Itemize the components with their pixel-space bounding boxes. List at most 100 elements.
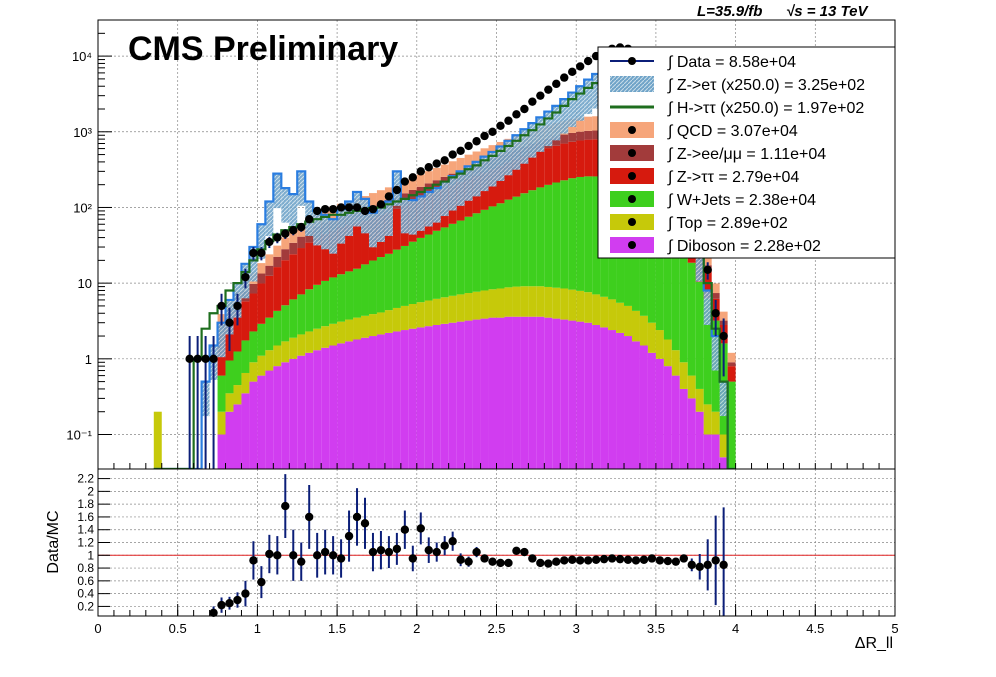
stack-bar-wjets: [432, 230, 441, 299]
ratio-point: [512, 546, 521, 556]
stack-bar-z: [552, 145, 561, 183]
ze-tau-hatch-bar: [361, 198, 369, 234]
main-y-tick-label: 1: [85, 352, 92, 367]
data-point: [376, 200, 386, 209]
stack-bar-diboson: [257, 375, 266, 469]
stack-bar-diboson: [297, 355, 306, 469]
stack-bar-top: [671, 350, 680, 376]
data-point: [719, 331, 728, 341]
ze-tau-hatch-bar: [512, 135, 521, 170]
stack-bar-wjets: [687, 262, 696, 376]
stack-bar-z: [265, 275, 274, 318]
x-tick-label: 4.5: [806, 621, 824, 636]
stack-bar-z: [536, 150, 545, 188]
ratio-point: [607, 554, 617, 563]
stack-bar-diboson: [584, 322, 593, 469]
ratio-point: [297, 557, 306, 566]
ze-tau-hatch-bar: [496, 146, 505, 181]
ratio-point: [703, 560, 712, 570]
legend-entry-label: ∫ QCD = 3.07e+04: [667, 123, 798, 140]
data-point: [480, 131, 489, 141]
legend-swatch-marker: [628, 218, 636, 226]
ze-tau-hatch-bar: [584, 79, 593, 115]
ratio-point: [360, 519, 370, 528]
ratio-point: [583, 556, 593, 565]
main-y-tick-label: 10⁻¹: [66, 427, 92, 442]
stack-bar-top: [233, 385, 242, 405]
stack-bar-wjets: [520, 193, 529, 287]
data-point: [488, 127, 497, 136]
lumi-label: L=35.9/fb: [697, 3, 762, 20]
stack-bar-diboson: [544, 317, 553, 469]
data-point: [544, 85, 553, 94]
ratio-point: [400, 525, 410, 534]
stack-bar-qcd: [464, 154, 473, 168]
stack-bar-diboson: [639, 345, 648, 469]
stack-bar-wjets: [257, 323, 266, 356]
stack-bar-top: [576, 290, 585, 322]
stack-bar-diboson: [432, 324, 441, 469]
stack-bar-wjets: [408, 241, 417, 305]
ze-tau-hatch-bar: [337, 209, 346, 244]
ratio-point: [496, 558, 505, 568]
ratio-y-tick-label: 1.2: [77, 536, 94, 550]
data-point: [504, 116, 513, 125]
data-point: [312, 206, 322, 216]
stack-bar-qcd: [289, 230, 298, 243]
stack-bar-top: [719, 434, 728, 458]
stack-bar-wjets: [703, 298, 712, 405]
stack-bar-diboson: [703, 434, 712, 469]
ratio-y-axis: 0.20.40.60.811.21.41.61.822.2: [77, 472, 110, 613]
ze-tau-hatch-bar: [504, 140, 513, 176]
ratio-point: [408, 554, 418, 563]
ze-tau-hatch-bar: [544, 111, 553, 147]
data-point: [448, 150, 457, 159]
ratio-y-tick-label: 1.6: [77, 510, 94, 524]
stack-bar-wjets: [655, 206, 664, 331]
stack-bar-wjets: [480, 209, 489, 291]
stack-bar-diboson: [679, 388, 688, 469]
stack-bar-diboson: [305, 352, 314, 469]
ratio-point: [663, 556, 673, 566]
ratio-point: [344, 531, 354, 541]
stack-bar-diboson: [289, 358, 298, 469]
stack-bar-top: [592, 294, 601, 325]
stack-bar-wjets: [305, 289, 314, 332]
stack-bar-diboson: [616, 332, 625, 469]
data-point: [233, 301, 242, 311]
stack-bar-zee: [568, 132, 577, 142]
stack-bar-z: [305, 242, 314, 290]
stack-bar-z: [273, 267, 282, 311]
ratio-point: [655, 556, 665, 565]
stack-bar-qcd: [281, 237, 290, 250]
ze-tau-hatch-bar: [368, 212, 377, 248]
stack-bar-top: [703, 404, 712, 435]
stack-bar-z: [568, 141, 577, 179]
stack-bar-z: [321, 233, 330, 281]
ze-tau-hatch-bar: [321, 214, 330, 250]
data-point: [305, 214, 314, 224]
stack-bar-top: [512, 286, 521, 317]
stack-bar-top: [568, 289, 577, 321]
stack-bar-wjets: [384, 253, 393, 311]
ratio-point: [711, 556, 720, 565]
ze-tau-hatch-bar: [711, 336, 720, 371]
stack-bar-wjets: [329, 277, 338, 324]
data-point: [249, 248, 258, 258]
ze-tau-hatch-bar: [384, 201, 393, 236]
stack-bar-diboson: [488, 317, 497, 469]
x-tick-label: 0.5: [169, 621, 187, 636]
ratio-point: [432, 547, 441, 557]
stack-bar-zee: [711, 293, 720, 299]
stack-bar-top: [361, 315, 369, 338]
ratio-x-axis: 0 0.5 1 1.5 2 2.5 3 3.5 4 4.5 5: [94, 463, 899, 636]
stack-bar-diboson: [273, 366, 282, 469]
stack-bar-z: [504, 162, 513, 200]
stack-bar-diboson: [663, 366, 672, 469]
x-tick-label: 2: [413, 621, 420, 636]
stack-bar-diboson: [329, 345, 338, 469]
stack-bar-diboson: [536, 316, 545, 469]
stack-bar-qcd: [592, 116, 601, 131]
x-tick-label: 3: [573, 621, 580, 636]
ratio-y-tick-label: 1: [87, 548, 94, 562]
